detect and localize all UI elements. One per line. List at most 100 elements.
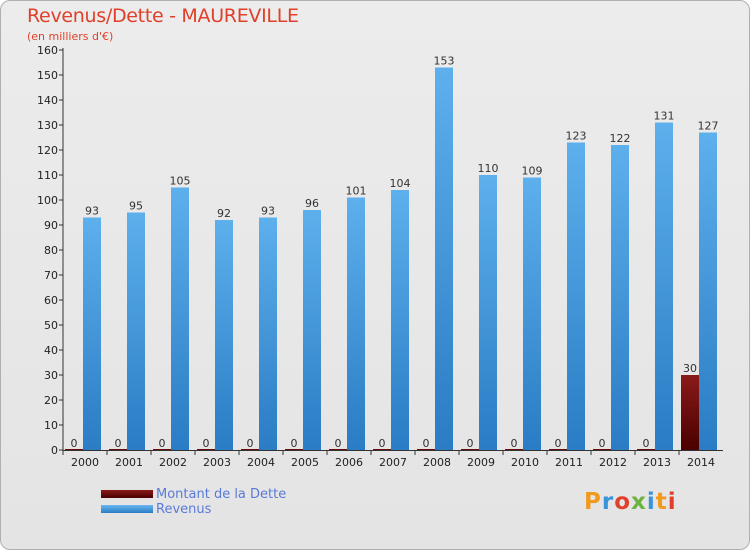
data-label-dette: 0 [335, 437, 342, 450]
data-label-revenus: 109 [522, 165, 543, 178]
data-label-revenus: 96 [305, 197, 319, 210]
bar-dette [373, 449, 391, 450]
y-tick-label: 100 [37, 194, 58, 207]
x-tick-label: 2002 [159, 456, 187, 469]
legend-swatch-revenus [101, 505, 153, 513]
bar-dette [461, 449, 479, 450]
y-tick-label: 50 [44, 319, 58, 332]
y-tick-label: 10 [44, 419, 58, 432]
bar-revenus [83, 217, 101, 450]
bar-revenus [303, 210, 321, 450]
bar-dette [285, 449, 303, 450]
x-tick-label: 2010 [511, 456, 539, 469]
x-tick-label: 2004 [247, 456, 275, 469]
data-label-dette: 0 [511, 437, 518, 450]
data-label-revenus: 95 [129, 200, 143, 213]
legend-swatch-dette [101, 490, 153, 498]
data-label-revenus: 110 [478, 162, 499, 175]
data-label-revenus: 122 [610, 132, 631, 145]
bar-dette [637, 449, 655, 450]
bar-revenus [655, 122, 673, 450]
chart-bars [65, 67, 717, 450]
data-label-revenus: 92 [217, 207, 231, 220]
y-tick-label: 30 [44, 369, 58, 382]
bar-revenus [567, 142, 585, 450]
bar-dette [593, 449, 611, 450]
y-tick-label: 150 [37, 69, 58, 82]
data-label-dette: 0 [247, 437, 254, 450]
bar-revenus [347, 197, 365, 450]
data-label-dette: 0 [291, 437, 298, 450]
data-label-dette: 0 [555, 437, 562, 450]
bar-dette [681, 375, 699, 450]
data-label-revenus: 127 [698, 120, 719, 133]
x-tick-label: 2006 [335, 456, 363, 469]
y-tick-label: 140 [37, 94, 58, 107]
legend-label-dette: Montant de la Dette [156, 487, 287, 502]
data-label-dette: 30 [683, 362, 697, 375]
data-label-revenus: 93 [85, 205, 99, 218]
bar-revenus [523, 177, 541, 450]
y-tick-label: 130 [37, 119, 58, 132]
data-label-dette: 0 [423, 437, 430, 450]
x-tick-label: 2009 [467, 456, 495, 469]
y-tick-label: 120 [37, 144, 58, 157]
logo-letter: o [614, 489, 632, 515]
y-tick-label: 70 [44, 269, 58, 282]
x-tick-label: 2014 [687, 456, 715, 469]
y-tick-label: 60 [44, 294, 58, 307]
data-label-dette: 0 [643, 437, 650, 450]
x-tick-label: 2011 [555, 456, 583, 469]
bar-revenus [699, 132, 717, 450]
data-label-dette: 0 [599, 437, 606, 450]
y-tick-label: 0 [51, 444, 58, 457]
y-tick-label: 160 [37, 44, 58, 57]
bar-revenus [215, 220, 233, 450]
chart-subtitle: (en milliers d'€) [27, 30, 114, 43]
bar-dette [417, 449, 435, 450]
bar-dette [549, 449, 567, 450]
proxiti-logo: Proxiti [584, 489, 677, 515]
data-label-revenus: 123 [566, 130, 587, 143]
x-tick-label: 2003 [203, 456, 231, 469]
legend-label-revenus: Revenus [156, 502, 212, 517]
logo-letter: r [601, 489, 615, 515]
bar-revenus [435, 67, 453, 450]
y-tick-label: 40 [44, 344, 58, 357]
bar-dette [65, 449, 83, 450]
bar-revenus [479, 175, 497, 450]
logo-letter: i [667, 489, 677, 515]
bar-revenus [127, 212, 145, 450]
data-label-revenus: 153 [434, 55, 455, 68]
data-label-dette: 0 [115, 437, 122, 450]
y-tick-label: 20 [44, 394, 58, 407]
x-tick-label: 2001 [115, 456, 143, 469]
data-label-revenus: 101 [346, 185, 367, 198]
bar-revenus [171, 187, 189, 450]
x-tick-label: 2007 [379, 456, 407, 469]
bar-revenus [611, 145, 629, 450]
bar-dette [153, 449, 171, 450]
logo-letter: t [655, 489, 668, 515]
bar-dette [197, 449, 215, 450]
x-tick-label: 2000 [71, 456, 99, 469]
logo-letter: i [646, 489, 656, 515]
data-label-dette: 0 [467, 437, 474, 450]
y-tick-label: 90 [44, 219, 58, 232]
data-label-dette: 0 [379, 437, 386, 450]
bar-dette [505, 449, 523, 450]
bar-revenus [391, 190, 409, 450]
x-tick-label: 2012 [599, 456, 627, 469]
x-tick-label: 2005 [291, 456, 319, 469]
data-label-dette: 0 [71, 437, 78, 450]
chart-axes: 0 10 20 30 40 50 60 70 80 90 100 110 120 130 140 150 160… [37, 44, 723, 469]
logo-letter: P [584, 489, 602, 515]
x-tick-label: 2008 [423, 456, 451, 469]
chart-title: Revenus/Dette - MAUREVILLE [27, 5, 299, 27]
chart-data-labels: 0 93 0 95 0 105 0 92 0 93 0 96 0 101 0 104 0 153 0 110 0 109 0… [71, 55, 719, 451]
y-tick-label: 80 [44, 244, 58, 257]
data-label-dette: 0 [159, 437, 166, 450]
x-tick-label: 2013 [643, 456, 671, 469]
